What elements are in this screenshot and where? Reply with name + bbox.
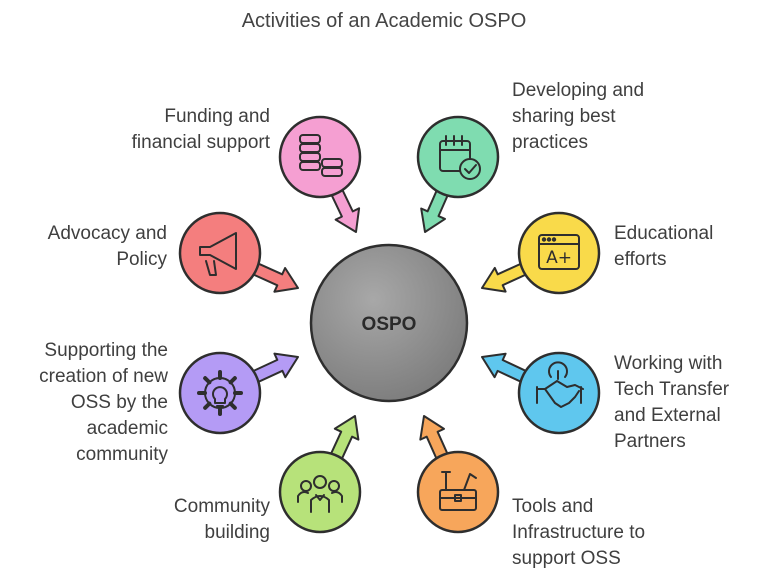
label-line: support OSS bbox=[512, 548, 621, 569]
gear-bulb-icon bbox=[197, 370, 243, 416]
label-line: creation of new bbox=[39, 366, 168, 387]
label-line: community bbox=[76, 444, 168, 465]
node-education: A+ bbox=[517, 211, 601, 295]
toolbox-icon bbox=[439, 471, 477, 511]
arrows-layer bbox=[247, 184, 532, 465]
coins-icon bbox=[299, 134, 343, 177]
label-line: Advocacy and bbox=[47, 223, 167, 244]
label-line: Tech Transfer bbox=[614, 379, 730, 400]
node-techtransfer bbox=[517, 351, 601, 435]
node-circle-community bbox=[278, 450, 362, 534]
node-tools bbox=[416, 450, 500, 534]
label-community: Community building bbox=[100, 494, 270, 546]
ospo-hub-label: OSPO bbox=[362, 314, 417, 335]
label-line: OSS by the bbox=[70, 392, 168, 413]
label-line: and External bbox=[614, 405, 721, 426]
label-practices: Developing and sharing best practices bbox=[512, 78, 732, 156]
node-circle-techtransfer bbox=[517, 351, 601, 435]
node-circle-oss bbox=[178, 351, 262, 435]
label-line: academic bbox=[86, 418, 168, 439]
label-funding: Funding and financial support bbox=[60, 104, 270, 156]
label-line: practices bbox=[512, 132, 589, 153]
megaphone-icon bbox=[199, 232, 237, 276]
people-icon bbox=[297, 475, 343, 513]
label-line: Tools and bbox=[512, 496, 594, 517]
node-circle-tools bbox=[416, 450, 500, 534]
label-line: Policy bbox=[116, 249, 167, 270]
ospo-hub bbox=[309, 243, 469, 403]
node-circle-education bbox=[517, 211, 601, 295]
label-advocacy: Advocacy and Policy bbox=[10, 221, 167, 273]
label-line: Infrastructure to bbox=[512, 522, 646, 543]
node-circle-practices bbox=[416, 115, 500, 199]
label-line: financial support bbox=[131, 132, 270, 153]
nodes-layer: A+ bbox=[178, 115, 601, 534]
label-line: efforts bbox=[614, 249, 667, 270]
label-education: Educational efforts bbox=[614, 221, 754, 273]
label-line: Educational bbox=[614, 223, 714, 244]
label-line: Supporting the bbox=[44, 340, 168, 361]
label-oss: Supporting the creation of new OSS by th… bbox=[4, 338, 168, 468]
label-line: Partners bbox=[614, 431, 686, 452]
node-circle-advocacy bbox=[178, 211, 262, 295]
node-advocacy bbox=[178, 211, 262, 295]
label-line: building bbox=[204, 522, 271, 543]
label-line: Developing and bbox=[512, 80, 645, 101]
label-line: Working with bbox=[614, 353, 723, 374]
node-practices bbox=[416, 115, 500, 199]
label-tools: Tools and Infrastructure to support OSS bbox=[512, 494, 712, 572]
svg-text:A+: A+ bbox=[546, 248, 572, 268]
label-line: Funding and bbox=[164, 106, 270, 127]
node-funding bbox=[278, 115, 362, 199]
calendar-check-icon bbox=[439, 135, 481, 180]
label-techtransfer: Working with Tech Transfer and External … bbox=[614, 351, 764, 455]
handshake-icon bbox=[536, 361, 584, 408]
browser-grade-icon: A+ bbox=[538, 234, 580, 270]
node-community bbox=[278, 450, 362, 534]
diagram-title: Activities of an Academic OSPO bbox=[241, 10, 527, 32]
label-line: sharing best bbox=[512, 106, 616, 127]
node-oss bbox=[178, 351, 262, 435]
label-line: Community bbox=[173, 496, 270, 517]
